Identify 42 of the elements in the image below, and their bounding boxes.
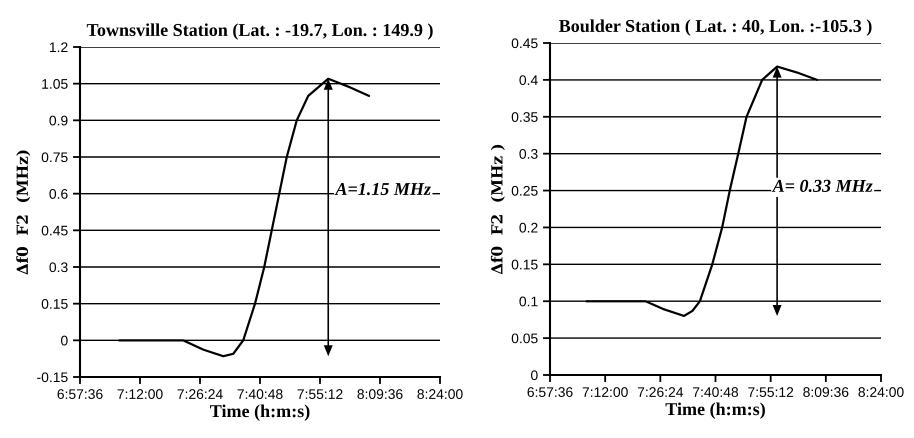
y-tick-label: -0.15 <box>37 372 68 382</box>
x-tick-label: 7:55:12 <box>298 389 342 400</box>
y-tick-label: 0.3 <box>519 149 538 159</box>
y-tick-label: 0.35 <box>512 112 538 122</box>
y-tick-label: 0.45 <box>42 226 68 236</box>
y-tick-label: 0.4 <box>519 75 538 86</box>
y-tick-label: 0.3 <box>49 262 68 272</box>
x-tick-label: 8:24:00 <box>858 387 904 398</box>
x-tick-label: 7:40:48 <box>238 389 283 400</box>
y-tick-label: 0 <box>531 370 538 380</box>
x-tick-label: 6:57:36 <box>528 387 573 398</box>
y-tick-label: 0.45 <box>512 38 538 48</box>
x-tick-label: 7:26:24 <box>638 387 684 398</box>
chart-title: Townsville Station (Lat. : -19.7, Lon. : 149.9 ) <box>86 23 433 40</box>
y-tick-label: 1.2 <box>50 42 68 52</box>
y-tick-label: 0.05 <box>512 333 538 344</box>
annotation: A=1.15 MHz <box>334 182 431 196</box>
y-axis-title: ∆f0 F2 (MHz) <box>16 150 30 275</box>
y-tick-label: 0.25 <box>512 186 538 196</box>
y-tick-label: 1.05 <box>42 79 68 89</box>
x-tick-label: 7:55:12 <box>748 387 794 398</box>
y-tick-label: 0.15 <box>42 299 68 309</box>
x-tick-label: 6:57:36 <box>58 389 103 400</box>
x-tick-label: 7:40:48 <box>693 387 738 398</box>
x-axis-title: Time (h:m:s) <box>666 402 765 419</box>
x-tick-label: 7:12:00 <box>118 389 163 400</box>
x-tick-label: 8:24:00 <box>417 389 463 400</box>
y-axis-title: ∆f0 F2 (MHz ) <box>490 144 505 274</box>
y-tick-label: 0.75 <box>42 152 68 162</box>
x-tick-label: 7:26:24 <box>178 389 223 400</box>
x-tick-label: 8:09:36 <box>803 387 848 398</box>
y-tick-label: 0.2 <box>519 222 538 233</box>
x-axis-title: Time (h:m:s) <box>210 404 310 421</box>
chart-title: Boulder Station ( Lat. : 40, Lon. :-105.3 ) <box>558 19 872 36</box>
y-tick-label: 0.6 <box>49 189 68 199</box>
y-tick-label: 0 <box>61 336 68 346</box>
y-tick-label: 0.15 <box>512 260 538 270</box>
y-tick-label: 0.9 <box>49 116 68 126</box>
y-tick-label: 0.1 <box>519 296 538 306</box>
x-tick-label: 8:09:36 <box>357 389 403 400</box>
annotation: A= 0.33 MHz <box>772 180 873 192</box>
x-tick-label: 7:12:00 <box>582 387 628 398</box>
